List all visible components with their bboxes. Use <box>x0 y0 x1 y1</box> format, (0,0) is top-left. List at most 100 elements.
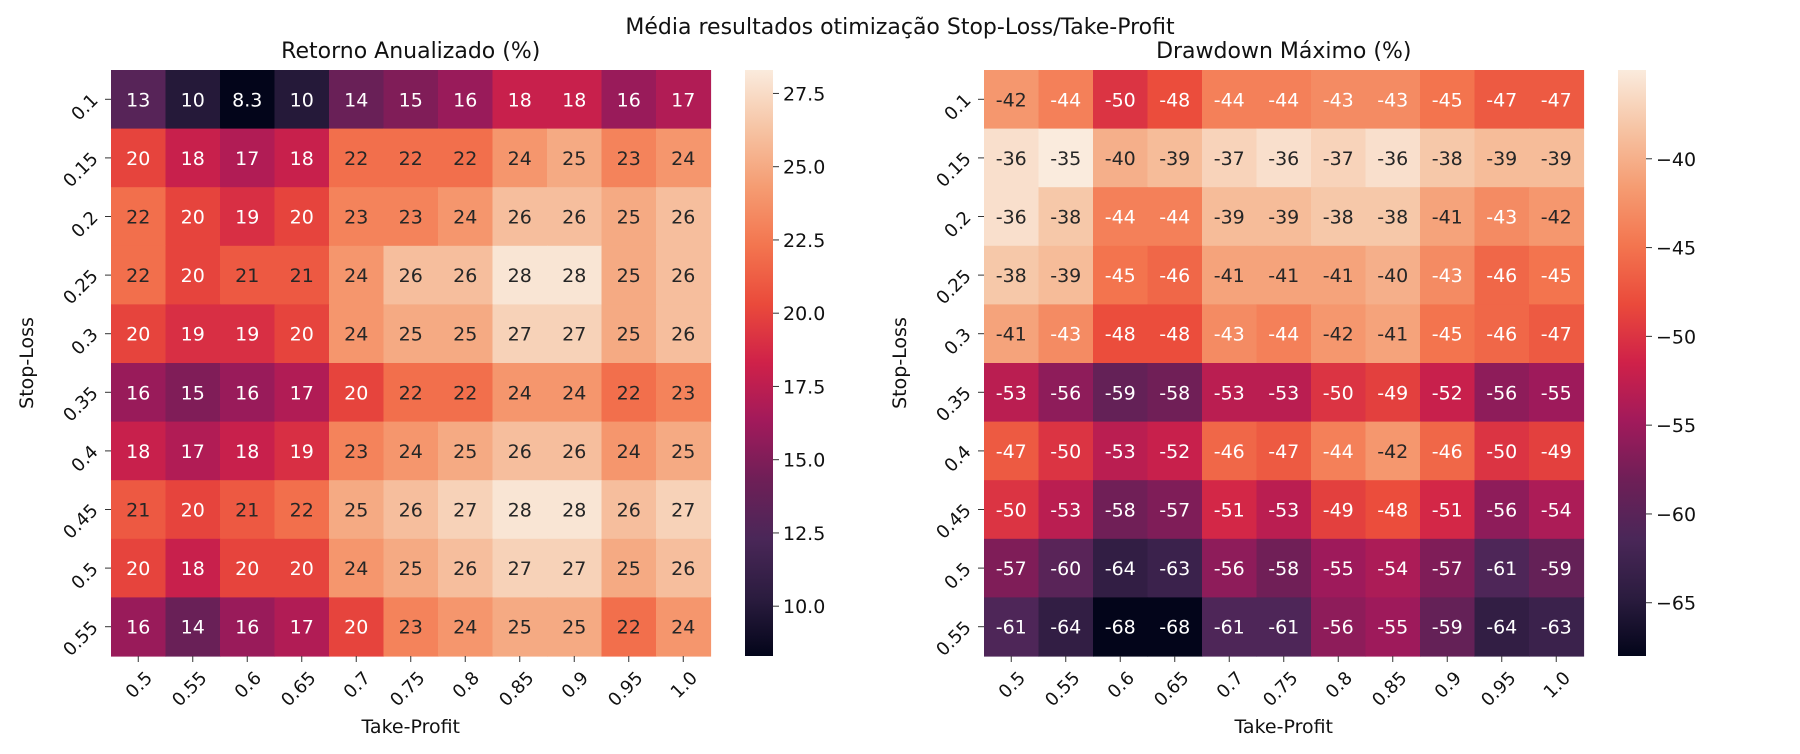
cell-value-label: 15 <box>181 382 205 404</box>
y-tick-label: 0.2 <box>67 207 102 242</box>
heatmap-cell <box>656 363 712 423</box>
colorbar: 10.0 12.5 15.0 17.5 20.0 22.5 25.0 27.5 <box>745 70 825 656</box>
heatmap-cell <box>547 538 603 598</box>
cell-value-label: 26 <box>508 441 532 463</box>
x-tick-label: 0.55 <box>1041 668 1084 711</box>
heatmap-cell <box>1420 597 1476 657</box>
heatmap-cell <box>1202 480 1258 540</box>
heatmap-cell <box>111 128 167 188</box>
heatmap-cell <box>1474 597 1530 657</box>
cell-value-label: 27 <box>562 324 586 346</box>
heatmap-cell <box>492 245 548 305</box>
y-tick-label: 0.45 <box>59 500 102 543</box>
x-axis-label: Take-Profit <box>1233 716 1333 738</box>
cell-value-label: -52 <box>1432 382 1463 404</box>
cell-value-label: 10 <box>290 89 314 111</box>
heatmap-cell <box>1365 421 1421 481</box>
heatmap-cell <box>383 187 439 247</box>
colorbar-tick-label: 15.0 <box>783 450 825 472</box>
heatmap-cell <box>1529 304 1585 364</box>
heatmap-cell <box>274 597 330 657</box>
x-tick-label: 0.75 <box>1259 668 1302 711</box>
heatmap-cell <box>111 245 167 305</box>
heatmap-cell <box>111 480 167 540</box>
y-axis-label: Stop-Loss <box>889 317 911 409</box>
heatmap-cell <box>1093 128 1149 188</box>
cell-value-label: -55 <box>1541 382 1572 404</box>
heatmap-cell <box>656 597 712 657</box>
cell-value-label: 26 <box>453 558 477 580</box>
heatmap-cell <box>438 597 494 657</box>
cell-value-label: 27 <box>453 500 477 522</box>
cell-value-label: -43 <box>1486 207 1517 229</box>
cell-value-label: 23 <box>399 617 423 639</box>
cell-value-label: -68 <box>1159 617 1190 639</box>
heatmap-cell <box>1093 187 1149 247</box>
heatmap-cell <box>1256 480 1312 540</box>
cell-value-label: -47 <box>1486 89 1517 111</box>
heatmap-cell <box>601 480 657 540</box>
cell-value-label: 21 <box>235 265 259 287</box>
colorbar-tick-label: −55 <box>1656 415 1696 437</box>
cell-value-label: -50 <box>1105 89 1136 111</box>
heatmap-cell <box>1529 480 1585 540</box>
cell-value-label: 23 <box>344 207 368 229</box>
cell-value-label: -44 <box>1050 89 1081 111</box>
y-tick-label: 0.1 <box>67 90 102 125</box>
cell-value-label: -42 <box>1323 324 1354 346</box>
cell-value-label: -47 <box>1268 441 1299 463</box>
cell-value-label: -64 <box>1105 558 1136 580</box>
heatmap-cell <box>274 304 330 364</box>
cell-value-label: 24 <box>562 382 586 404</box>
cell-value-label: 24 <box>344 558 368 580</box>
cell-value-label: 14 <box>181 617 205 639</box>
cell-value-label: -45 <box>1432 89 1463 111</box>
heatmap-cell <box>984 245 1040 305</box>
heatmap-cell <box>1147 421 1203 481</box>
cell-value-label: 20 <box>344 617 368 639</box>
heatmap-cell <box>601 70 657 130</box>
cell-value-label: 19 <box>181 324 205 346</box>
heatmap-cell <box>984 187 1040 247</box>
heatmap-cell <box>547 187 603 247</box>
heatmap-cell <box>492 128 548 188</box>
cell-value-label: -58 <box>1159 382 1190 404</box>
heatmap-cell <box>1420 421 1476 481</box>
heatmap-cell <box>1365 70 1421 130</box>
x-axis-label: Take-Profit <box>360 716 460 738</box>
cell-value-label: -36 <box>1268 148 1299 170</box>
cell-value-label: -50 <box>996 500 1027 522</box>
heatmap-cell <box>1038 480 1094 540</box>
cell-value-label: 18 <box>508 89 532 111</box>
heatmap-cell <box>1311 480 1367 540</box>
heatmap-cell <box>984 538 1040 598</box>
heatmap-cell <box>547 304 603 364</box>
x-tick-label: 0.6 <box>1104 668 1139 703</box>
heatmap-cell <box>601 128 657 188</box>
cell-value-label: 25 <box>344 500 368 522</box>
cell-value-label: 14 <box>344 89 368 111</box>
cell-value-label: 22 <box>399 382 423 404</box>
colorbar-tick-label: −60 <box>1656 504 1696 526</box>
cell-value-label: -48 <box>1159 89 1190 111</box>
heatmap-cell <box>601 187 657 247</box>
heatmap-cell <box>1202 363 1258 423</box>
cell-value-label: 25 <box>399 324 423 346</box>
heatmap-cell <box>601 421 657 481</box>
cell-value-label: 26 <box>453 265 477 287</box>
cell-value-label: -47 <box>1541 89 1572 111</box>
heatmap-cell <box>1256 245 1312 305</box>
heatmap-cell <box>274 421 330 481</box>
y-axis-label: Stop-Loss <box>16 317 38 409</box>
colorbar-tick-label: −40 <box>1656 149 1696 171</box>
heatmap-cell <box>1202 245 1258 305</box>
heatmap-cell <box>274 187 330 247</box>
heatmap-cell <box>1147 538 1203 598</box>
cell-value-label: 25 <box>617 324 641 346</box>
cell-value-label: 24 <box>453 617 477 639</box>
y-tick-label: 0.5 <box>67 559 102 594</box>
heatmap-cell <box>274 128 330 188</box>
x-tick-label: 0.5 <box>122 668 157 703</box>
y-tick-label: 0.4 <box>67 442 102 477</box>
